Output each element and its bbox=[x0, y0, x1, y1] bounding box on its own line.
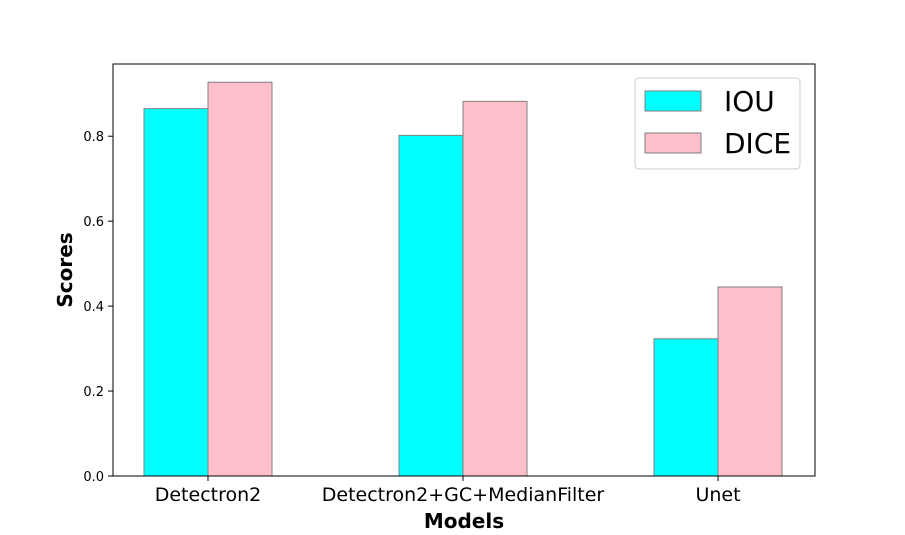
plot-frame bbox=[112, 63, 816, 477]
bar-iou-2 bbox=[653, 338, 719, 477]
legend-label-iou: IOU bbox=[724, 85, 775, 118]
bar-dice-2 bbox=[717, 286, 783, 477]
y-tick-label: 0.8 bbox=[83, 130, 104, 145]
x-axis-title: Models bbox=[424, 509, 504, 533]
y-tick-label: 0.0 bbox=[83, 470, 104, 485]
y-tick-label: 0.2 bbox=[83, 385, 104, 400]
bar-dice-1 bbox=[462, 100, 528, 477]
legend: IOU DICE bbox=[634, 77, 801, 170]
legend-swatch-dice bbox=[644, 132, 702, 154]
bar-iou-0 bbox=[143, 108, 209, 477]
legend-label-dice: DICE bbox=[724, 127, 791, 160]
y-tick-label: 0.4 bbox=[83, 300, 104, 315]
bars-layer bbox=[143, 81, 783, 477]
x-tick-label: Detectron2 bbox=[155, 484, 262, 506]
x-tick-label: Unet bbox=[695, 484, 740, 506]
y-axis-title: Scores bbox=[53, 232, 77, 307]
x-tick-label: Detectron2+GC+MedianFilter bbox=[322, 484, 605, 506]
legend-swatch-iou bbox=[644, 90, 702, 112]
bar-dice-0 bbox=[207, 81, 273, 477]
bar-iou-1 bbox=[398, 134, 464, 477]
y-axis-ticks: 0.0 0.2 0.4 0.6 0.8 bbox=[83, 130, 113, 485]
y-tick-label: 0.6 bbox=[83, 215, 104, 230]
x-axis-ticks: Detectron2 Detectron2+GC+MedianFilter Unet bbox=[155, 476, 741, 506]
